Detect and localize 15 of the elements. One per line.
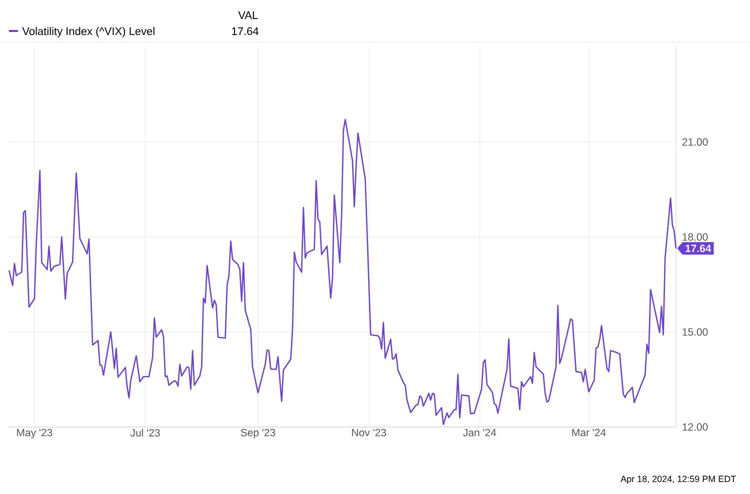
y-tick-label: 21.00 [682, 138, 708, 146]
y-tick-label: 12.00 [682, 423, 708, 431]
x-tick-label: Jul '23 [130, 428, 160, 437]
data-label: 17.64 [686, 244, 712, 252]
text: Apr 18, 2024, 12:59 PM EDT [620, 476, 736, 484]
x-tick-label: Mar '24 [572, 428, 606, 436]
x-tick-label: May '23 [17, 428, 52, 438]
x-tick-label: Sep '23 [240, 428, 276, 438]
legend-title: VAL [238, 11, 258, 19]
text: 17.64 [232, 27, 258, 36]
y-tick-label: 18.00 [682, 233, 708, 241]
x-tick-label: Nov '23 [352, 428, 386, 436]
legend-label: Volatility Index (^VIX) Level [22, 27, 154, 38]
x-tick-label: Jan '24 [463, 428, 496, 436]
y-tick-label: 15.00 [682, 328, 708, 336]
